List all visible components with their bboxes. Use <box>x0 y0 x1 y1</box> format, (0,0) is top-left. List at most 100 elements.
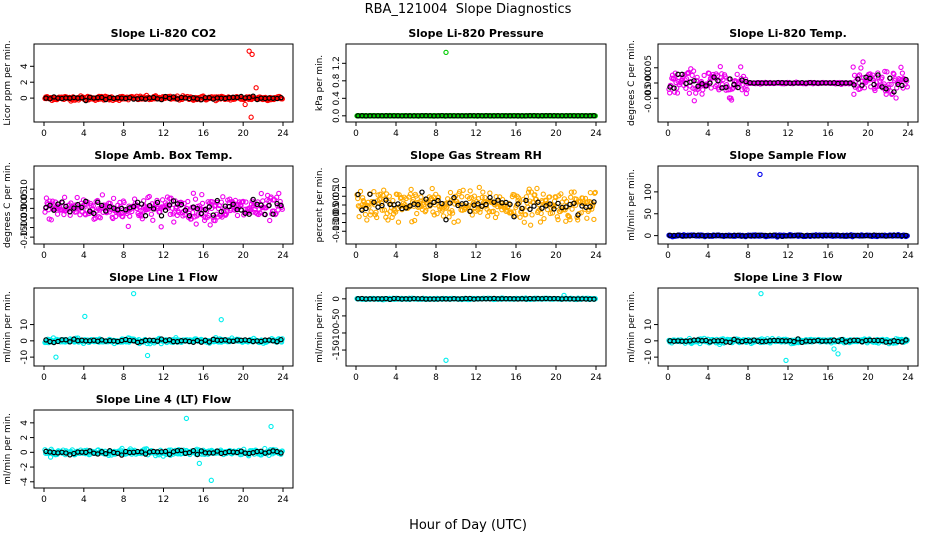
panel-2: Slope Li-820 Pressure kPa per min. 0 4 8 12 16… <box>315 27 607 139</box>
reference-points <box>43 336 284 346</box>
data-point <box>558 191 564 197</box>
x-tick-label: 20 <box>550 373 562 383</box>
data-point <box>158 224 164 230</box>
reference-point <box>795 336 801 342</box>
reference-point <box>671 85 677 91</box>
data-point <box>455 218 461 224</box>
x-tick-label: 0 <box>41 495 47 505</box>
panel-10: Slope Line 4 (LT) Flow ml/min per min. 0 4 8… <box>3 393 294 505</box>
data-point <box>694 74 700 80</box>
y-axis-label: degrees C per min. <box>3 162 13 248</box>
data-point <box>121 199 127 206</box>
data-point <box>185 198 191 205</box>
reference-point <box>270 211 276 217</box>
data-point <box>43 195 50 201</box>
reference-point <box>367 191 373 197</box>
data-point <box>240 198 246 205</box>
reference-point <box>703 83 709 89</box>
panel-title: Slope Li-820 CO2 <box>111 27 217 40</box>
y-tick-label: -0.05 <box>332 202 342 225</box>
data-point <box>568 194 574 200</box>
data-point <box>546 194 553 200</box>
reference-point <box>250 93 256 99</box>
series-points <box>354 49 598 119</box>
y-tick-label: -4 <box>20 477 30 486</box>
data-point <box>523 211 529 218</box>
reference-points <box>667 71 909 95</box>
y-tick-label: 0 <box>644 232 654 238</box>
y-tick-label: 0.10 <box>332 177 342 197</box>
x-tick-label: 16 <box>198 373 210 383</box>
plot-frame <box>657 287 919 367</box>
reference-point <box>210 212 216 218</box>
x-tick-label: 4 <box>705 373 711 383</box>
plot-frame <box>33 287 294 367</box>
data-point <box>566 214 572 220</box>
data-point <box>490 208 497 214</box>
reference-point <box>695 83 701 89</box>
y-tick-label: -0.10 <box>332 211 342 235</box>
data-point <box>528 189 534 195</box>
x-tick-label: 4 <box>81 495 87 505</box>
reference-point <box>563 204 569 210</box>
reference-point <box>190 447 197 454</box>
reference-point <box>186 212 193 219</box>
x-tick-label: 0 <box>665 251 671 261</box>
reference-points <box>355 112 597 119</box>
y-axis-label: degrees C per min. <box>627 40 637 126</box>
reference-point <box>67 339 73 345</box>
reference-point <box>122 207 129 213</box>
data-point <box>371 189 377 195</box>
y-tick-label: 0.10 <box>20 179 30 199</box>
data-point <box>565 212 571 219</box>
data-point <box>125 223 131 230</box>
reference-point <box>154 338 161 344</box>
x-tick-label: 12 <box>782 251 793 261</box>
data-point <box>398 194 404 201</box>
y-axis-label: ml/min per min. <box>315 291 325 363</box>
y-tick-label: 50 <box>644 208 654 220</box>
panel-title: Slope Line 1 Flow <box>109 271 218 284</box>
x-tick-label: 20 <box>237 373 249 383</box>
data-point <box>717 63 723 70</box>
data-point <box>460 187 466 193</box>
x-tick-label: 20 <box>237 251 249 261</box>
data-point <box>511 192 518 198</box>
data-point <box>378 200 385 206</box>
data-point <box>476 184 482 191</box>
data-point <box>719 71 725 77</box>
panel-title: Slope Amb. Box Temp. <box>94 149 232 162</box>
data-point <box>61 194 68 200</box>
data-point <box>395 219 402 225</box>
panel-title: Slope Line 3 Flow <box>734 271 843 284</box>
y-tick-label: -150 <box>332 340 342 361</box>
reference-point <box>79 204 85 211</box>
reference-point <box>463 200 469 207</box>
y-tick-label: 0.8 <box>332 73 342 88</box>
reference-point <box>571 200 577 206</box>
y-tick-label: 0.00 <box>20 198 30 218</box>
x-tick-label: 24 <box>902 129 914 139</box>
data-point <box>432 202 438 208</box>
y-tick-label: 0.05 <box>20 189 30 209</box>
data-point <box>243 199 249 205</box>
data-point <box>591 190 598 196</box>
outlier-point <box>183 415 190 422</box>
reference-point <box>158 213 165 219</box>
data-point <box>90 203 96 209</box>
data-point <box>431 212 437 218</box>
reference-point <box>87 208 93 214</box>
outlier-point <box>248 114 254 120</box>
outlier-point <box>196 460 202 467</box>
data-point <box>563 198 570 205</box>
y-tick-label: 2 <box>20 79 30 85</box>
data-point <box>140 208 146 214</box>
reference-point <box>51 207 57 213</box>
data-point <box>899 70 906 76</box>
data-point <box>872 87 878 94</box>
data-point <box>683 85 689 91</box>
x-tick-label: 16 <box>822 251 834 261</box>
reference-point <box>274 200 280 207</box>
reference-point <box>887 75 893 81</box>
